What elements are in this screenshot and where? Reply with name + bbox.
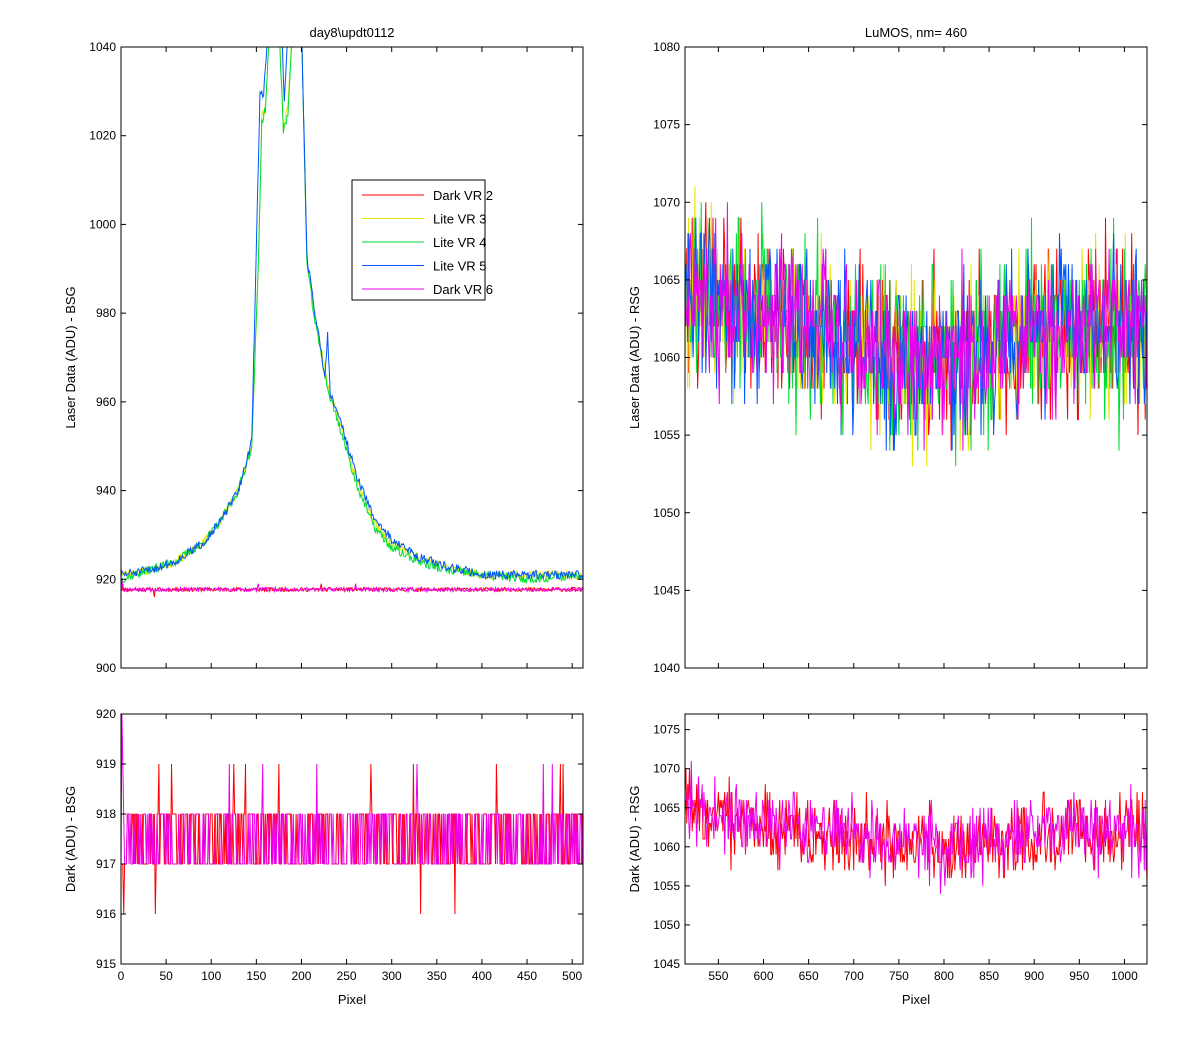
legend-entry: Dark VR 6	[433, 282, 493, 297]
y-axis-label: Dark (ADU) - BSG	[63, 786, 78, 892]
x-tick-label: 150	[246, 969, 266, 983]
legend: Dark VR 2 Lite VR 3 Lite VR 4 Lite VR 5 Dark…	[351, 179, 493, 301]
x-tick-label: 250	[337, 969, 357, 983]
plot-border	[120, 46, 584, 669]
chart-rsg_dark: 1045 1050 1055 1060 1065 1070 1075 550 600 650 700…	[627, 713, 1148, 1007]
series-group	[685, 186, 1147, 467]
legend-box	[351, 179, 486, 301]
x-tick-label: 400	[472, 969, 492, 983]
series-line-lite-vr-4	[121, 47, 583, 584]
x-tick-label: 750	[889, 969, 909, 983]
x-tick-label: 600	[753, 969, 773, 983]
series-line-dark-vr-2	[121, 583, 583, 598]
y-tick-label: 920	[96, 707, 116, 721]
series-line-dark-vr-6	[685, 202, 1147, 451]
series-group	[685, 760, 1147, 894]
y-tick-label: 1050	[653, 918, 680, 932]
y-tick-label: 918	[96, 807, 116, 821]
y-axis-label: Laser Data (ADU) - BSG	[63, 286, 78, 428]
x-tick-label: 550	[708, 969, 728, 983]
x-tick-label: 500	[562, 969, 582, 983]
y-tick-label: 915	[96, 957, 116, 971]
y-tick-label: 940	[96, 484, 116, 498]
x-tick-label: 200	[291, 969, 311, 983]
series-line-dark-vr-6	[685, 760, 1147, 894]
series-group	[121, 714, 583, 915]
series-line-dark-vr-6	[121, 579, 583, 594]
x-tick-label: 650	[799, 969, 819, 983]
y-tick-label: 1045	[653, 957, 680, 971]
x-tick-label: 350	[427, 969, 447, 983]
x-axis-label: Pixel	[902, 992, 930, 1007]
y-axis-label: Laser Data (ADU) - RSG	[627, 286, 642, 429]
x-tick-label: 450	[517, 969, 537, 983]
series-line-dark-vr-6	[121, 714, 583, 865]
y-tick-label: 900	[96, 661, 116, 675]
x-tick-label: 800	[934, 969, 954, 983]
x-tick-label: 1000	[1111, 969, 1138, 983]
x-tick-label: 100	[201, 969, 221, 983]
chart-title: day8\updt0112	[309, 25, 394, 40]
y-tick-label: 917	[96, 857, 116, 871]
chart-bsg_laser: 900 920 940 960 980 1000 1020 1040 day8\updt0112…	[63, 25, 584, 675]
series-group	[121, 47, 583, 598]
y-tick-label: 920	[96, 572, 116, 586]
x-tick-label: 950	[1069, 969, 1089, 983]
legend-entry: Dark VR 2	[433, 188, 493, 203]
y-tick-label: 1075	[653, 118, 680, 132]
y-tick-label: 1065	[653, 273, 680, 287]
y-tick-label: 980	[96, 306, 116, 320]
legend-entry: Lite VR 3	[433, 212, 486, 227]
y-tick-label: 1070	[653, 762, 680, 776]
x-axis-label: Pixel	[338, 992, 366, 1007]
legend-entry: Lite VR 5	[433, 259, 486, 274]
x-tick-label: 700	[844, 969, 864, 983]
y-tick-label: 1040	[89, 40, 116, 54]
y-tick-label: 1040	[653, 661, 680, 675]
y-tick-label: 1055	[653, 879, 680, 893]
y-tick-label: 1020	[89, 129, 116, 143]
y-tick-label: 1055	[653, 428, 680, 442]
y-tick-label: 1070	[653, 195, 680, 209]
plot-border	[120, 713, 584, 965]
chart-bsg_dark: 915 916 917 918 919 920 0 50 100 150 200 250 300 350 4…	[63, 707, 584, 1007]
y-tick-label: 1065	[653, 801, 680, 815]
x-tick-label: 300	[382, 969, 402, 983]
y-tick-label: 1075	[653, 723, 680, 737]
series-line-lite-vr-5	[121, 47, 583, 582]
x-tick-label: 850	[979, 969, 999, 983]
plot-border	[684, 713, 1148, 965]
x-tick-label: 0	[118, 969, 125, 983]
x-tick-label: 900	[1024, 969, 1044, 983]
y-tick-label: 1060	[653, 840, 680, 854]
x-tick-label: 50	[159, 969, 173, 983]
plot-area	[684, 713, 1148, 965]
y-tick-label: 1080	[653, 40, 680, 54]
y-tick-label: 1000	[89, 217, 116, 231]
plot-area	[120, 46, 584, 669]
y-tick-label: 1060	[653, 351, 680, 365]
chart-rsg_laser: 1040 1045 1050 1055 1060 1065 1070 1075 1080 LuMO…	[627, 25, 1148, 675]
y-tick-label: 1050	[653, 506, 680, 520]
legend-entry: Lite VR 4	[433, 235, 486, 250]
y-tick-label: 1045	[653, 583, 680, 597]
y-tick-label: 916	[96, 907, 116, 921]
y-tick-label: 960	[96, 395, 116, 409]
y-axis-label: Dark (ADU) - RSG	[627, 786, 642, 893]
y-tick-label: 919	[96, 757, 116, 771]
chart-title: LuMOS, nm= 460	[865, 25, 967, 40]
